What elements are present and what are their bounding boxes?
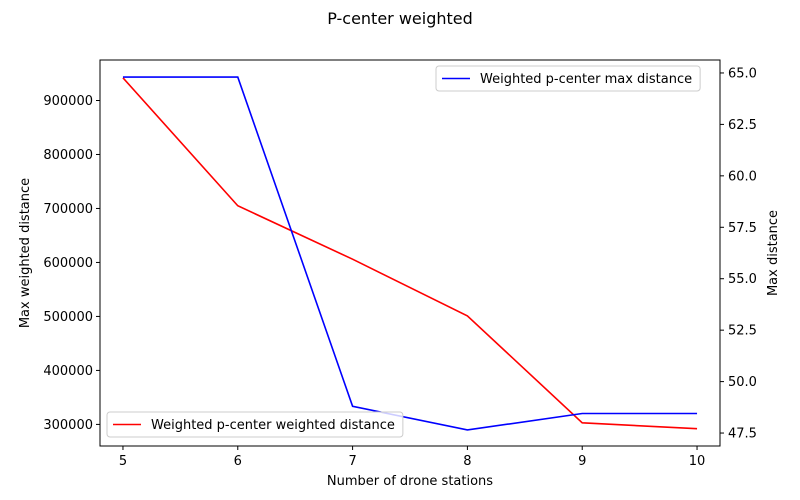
y-right-tick-label: 65.0 [728,66,757,81]
series-1-point-4 [581,413,583,415]
plot-frame [99,59,721,447]
series-line-0 [122,77,698,430]
series-1-point-5 [696,413,698,415]
x-tick-label: 8 [463,454,471,469]
y-right-tick-label: 60.0 [728,169,757,184]
series-0-point-2 [352,258,354,260]
legends: Weighted p-center weighted distance Weigh… [106,65,701,438]
series-1-point-0 [122,76,124,78]
y-left-tick-label: 800000 [43,148,93,163]
y-right-tick-label: 62.5 [728,118,757,133]
y-right-tick-label: 47.5 [728,427,757,442]
y-left-tick-label: 400000 [43,364,93,379]
chart-title: P-center weighted [327,9,473,28]
plot-area [122,76,698,431]
y-left-tick-label: 900000 [43,94,93,109]
series-0-point-3 [467,315,469,317]
y-left-tick-label: 700000 [43,202,93,217]
legend-label: Weighted p-center weighted distance [151,418,395,433]
y-right-tick-label: 55.0 [728,272,757,287]
legend-0: Weighted p-center weighted distance [106,411,404,438]
series-1-point-3 [467,429,469,431]
y-axis-label-left: Max weighted distance [18,178,33,328]
y-right-tick-label: 52.5 [728,324,757,339]
series-0-point-5 [696,428,698,430]
x-tick-label: 7 [348,454,356,469]
axes: 5 6 7 8 9 10 300000 400000 500000 600000 700000 800… [43,59,757,469]
legend-label: Weighted p-center max distance [480,72,692,87]
y-right-tick-label: 57.5 [728,221,757,236]
x-tick-label: 6 [234,454,242,469]
y-left-tick-label: 300000 [43,418,93,433]
legend-1: Weighted p-center max distance [435,65,701,92]
x-tick-label: 10 [689,454,706,469]
legend-box [435,65,701,92]
series-1-point-2 [352,405,354,407]
x-axis-label: Number of drone stations [327,474,493,489]
y-left-tick-label: 600000 [43,256,93,271]
series-line-1 [122,76,698,431]
x-tick-label: 5 [119,454,127,469]
y-left-tick-label: 500000 [43,310,93,325]
series-0-point-1 [237,205,239,207]
y-right-tick-label: 50.0 [728,375,757,390]
y-axis-label-right: Max distance [766,210,781,296]
x-tick-label: 9 [578,454,586,469]
legend-box [106,411,404,438]
series-1-point-1 [237,76,239,78]
series-0-point-4 [581,422,583,424]
